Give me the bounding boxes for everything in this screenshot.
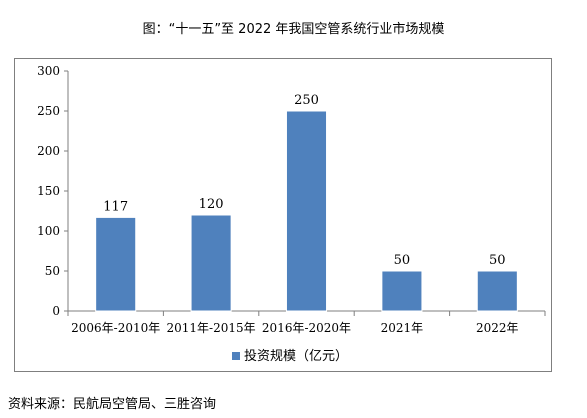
legend-label: 投资规模（亿元） — [244, 348, 348, 364]
y-tick-label: 150 — [37, 184, 60, 198]
y-axis: 0 50 100 150 200 250 300 — [37, 64, 69, 318]
legend: 投资规模（亿元） — [232, 348, 348, 364]
bar — [190, 214, 232, 312]
chart-title: 图：“十一五”至 2022 年我国空管系统行业市场规模 — [142, 22, 445, 37]
source-note: 资料来源：民航局空管局、三胜咨询 — [8, 397, 217, 412]
y-tick-label: 300 — [37, 64, 60, 78]
data-label: 117 — [103, 199, 128, 214]
y-tick-label: 50 — [45, 264, 60, 278]
bar — [95, 216, 137, 312]
x-tick-label: 2021年 — [381, 321, 424, 335]
legend-swatch — [232, 352, 240, 360]
x-tick-label: 2006年-2010年 — [71, 321, 160, 335]
bar — [476, 270, 518, 312]
chart-frame — [14, 58, 552, 372]
bar — [381, 270, 423, 312]
x-tick-label: 2016年-2020年 — [262, 321, 351, 335]
data-label: 120 — [199, 197, 224, 212]
x-tick-label: 2022年 — [476, 321, 519, 335]
data-label: 50 — [394, 253, 411, 268]
bar — [285, 110, 328, 312]
y-tick-label: 250 — [37, 104, 60, 118]
y-tick-label: 0 — [52, 304, 60, 318]
y-tick-label: 100 — [37, 224, 60, 238]
x-axis: 2006年-2010年 2011年-2015年 2016年-2020年 2021年 20… — [67, 310, 546, 335]
x-tick-label: 2011年-2015年 — [167, 321, 256, 335]
data-label: 250 — [294, 93, 319, 108]
data-label: 50 — [489, 253, 506, 268]
y-tick-label: 200 — [37, 144, 60, 158]
bars: 117 120 250 50 50 — [95, 93, 518, 312]
